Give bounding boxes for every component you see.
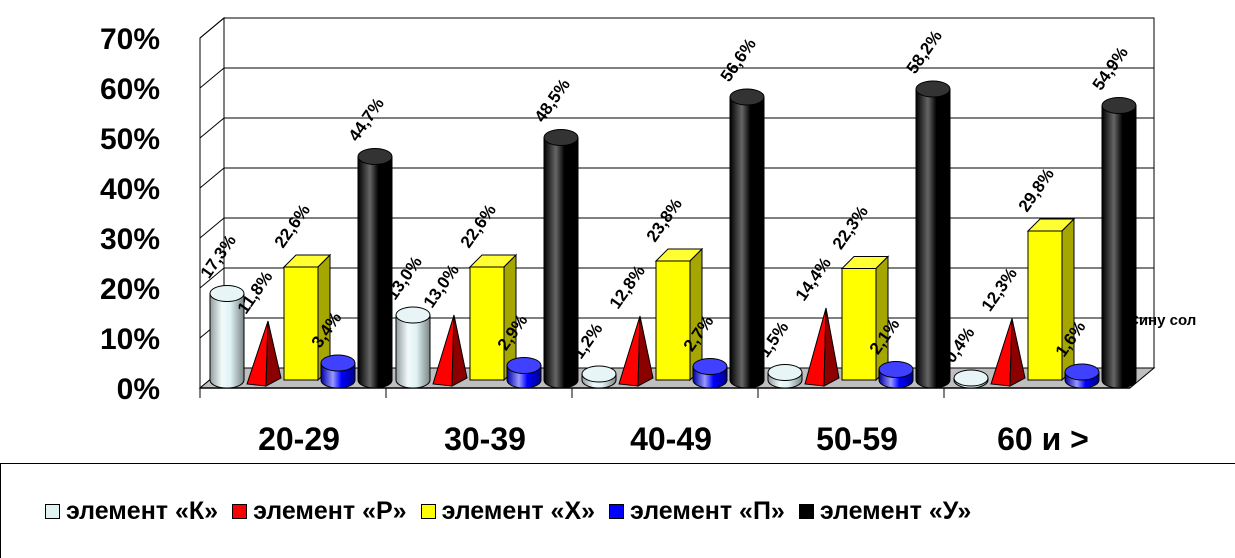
bar-top <box>878 361 914 378</box>
bar-3-0 <box>320 354 356 389</box>
bar-top <box>543 129 579 146</box>
chart-plot: 0%10%20%30%40%50%60%70%20-2917,3%11,8%22… <box>100 16 1196 457</box>
bar-top <box>953 369 989 387</box>
legend-item: элемент «К» <box>45 497 218 526</box>
x-tick-label: 20-29 <box>258 421 340 457</box>
bar-4-4 <box>1101 97 1137 389</box>
bar-top <box>1064 363 1100 381</box>
bar-face <box>283 266 319 381</box>
legend-item: элемент «У» <box>798 496 972 526</box>
bar-body <box>1101 105 1137 389</box>
bar-1-2 <box>618 315 654 387</box>
x-tick-label: 40-49 <box>630 421 712 457</box>
bar-face <box>655 260 691 381</box>
bar-1-1 <box>432 314 468 387</box>
y-tick-label: 50% <box>100 123 160 156</box>
bar-body <box>209 293 245 389</box>
bar-4-0 <box>357 148 393 389</box>
gridline-side <box>199 17 225 39</box>
gridline-side <box>199 217 225 239</box>
bar-top <box>729 88 765 106</box>
bar-side <box>451 314 468 387</box>
bar-top <box>506 357 542 374</box>
legend-label: элемент «Х» <box>441 496 596 525</box>
bar-3-4 <box>1064 363 1100 389</box>
legend-label: элемент «У» <box>819 496 972 525</box>
bar-top <box>320 354 356 372</box>
bar-top <box>915 80 951 98</box>
y-tick-label: 40% <box>100 173 160 206</box>
gridline-side <box>199 267 225 289</box>
bar-top <box>1101 97 1137 114</box>
bar-1-0 <box>246 320 282 387</box>
legend-swatch <box>609 503 625 519</box>
bar-face <box>469 266 505 381</box>
bar-0-0 <box>209 285 245 389</box>
bar-top <box>767 364 803 381</box>
bar-1-4 <box>990 318 1026 387</box>
bar-top <box>395 306 431 324</box>
bar-4-2 <box>729 88 765 389</box>
y-tick-label: 70% <box>100 23 160 56</box>
y-tick-label: 60% <box>100 73 160 106</box>
bar-body <box>543 137 579 389</box>
bar-2-0 <box>282 253 332 382</box>
y-tick-label: 0% <box>117 373 160 406</box>
bar-top <box>692 358 728 375</box>
x-tick-label: 30-39 <box>444 421 526 457</box>
bar-body <box>395 314 431 389</box>
gridline-side <box>199 167 225 189</box>
clipped-text: Сину сол <box>1128 312 1196 329</box>
bar-2-1 <box>468 253 518 382</box>
bar-side <box>637 315 654 387</box>
legend-swatch <box>798 503 814 519</box>
bar-top <box>209 285 245 302</box>
bar-top <box>581 365 617 383</box>
x-tick-label: 60 и > <box>997 421 1089 457</box>
x-tick-label: 50-59 <box>816 421 898 457</box>
legend-swatch <box>420 503 436 519</box>
legend-swatch <box>232 503 248 519</box>
y-tick-label: 30% <box>100 223 160 256</box>
gridline-side <box>199 117 225 139</box>
legend-label: элемент «Р» <box>253 496 407 525</box>
bar-body <box>729 96 765 389</box>
bar-body <box>915 88 951 389</box>
y-tick-label: 20% <box>100 273 160 306</box>
bar-1-3 <box>804 307 840 387</box>
bar-face <box>1027 230 1063 381</box>
bar-4-3 <box>915 80 951 389</box>
gridline-side <box>199 67 225 89</box>
y-tick-label: 10% <box>100 323 160 356</box>
bar-2-2 <box>654 247 704 382</box>
legend-swatch <box>45 503 60 519</box>
bar-top <box>357 148 393 165</box>
bar-0-2 <box>581 365 617 389</box>
bar-0-1 <box>395 306 431 389</box>
legend-label: элемент «К» <box>66 496 219 525</box>
bar-side <box>1009 318 1026 387</box>
legend-label: элемент «П» <box>630 496 785 525</box>
legend-item: элемент «Х» <box>420 496 596 526</box>
bar-2-3 <box>840 255 890 382</box>
bar-face <box>841 268 877 381</box>
legend-item: элемент «П» <box>609 497 785 526</box>
bar-3-2 <box>692 358 728 389</box>
bar-0-4 <box>953 369 989 389</box>
bar-side <box>265 320 282 387</box>
chart-legend: элемент «К» элемент «Р» элемент «Х» элемент… <box>0 463 1235 558</box>
bar-4-1 <box>543 129 579 389</box>
bar-3-1 <box>506 357 542 389</box>
bar-body <box>357 156 393 389</box>
bar-0-3 <box>767 364 803 389</box>
bar-side <box>823 307 840 387</box>
bar-2-4 <box>1026 217 1076 382</box>
legend-item: элемент «Р» <box>232 496 407 526</box>
bar-3-3 <box>878 361 914 389</box>
